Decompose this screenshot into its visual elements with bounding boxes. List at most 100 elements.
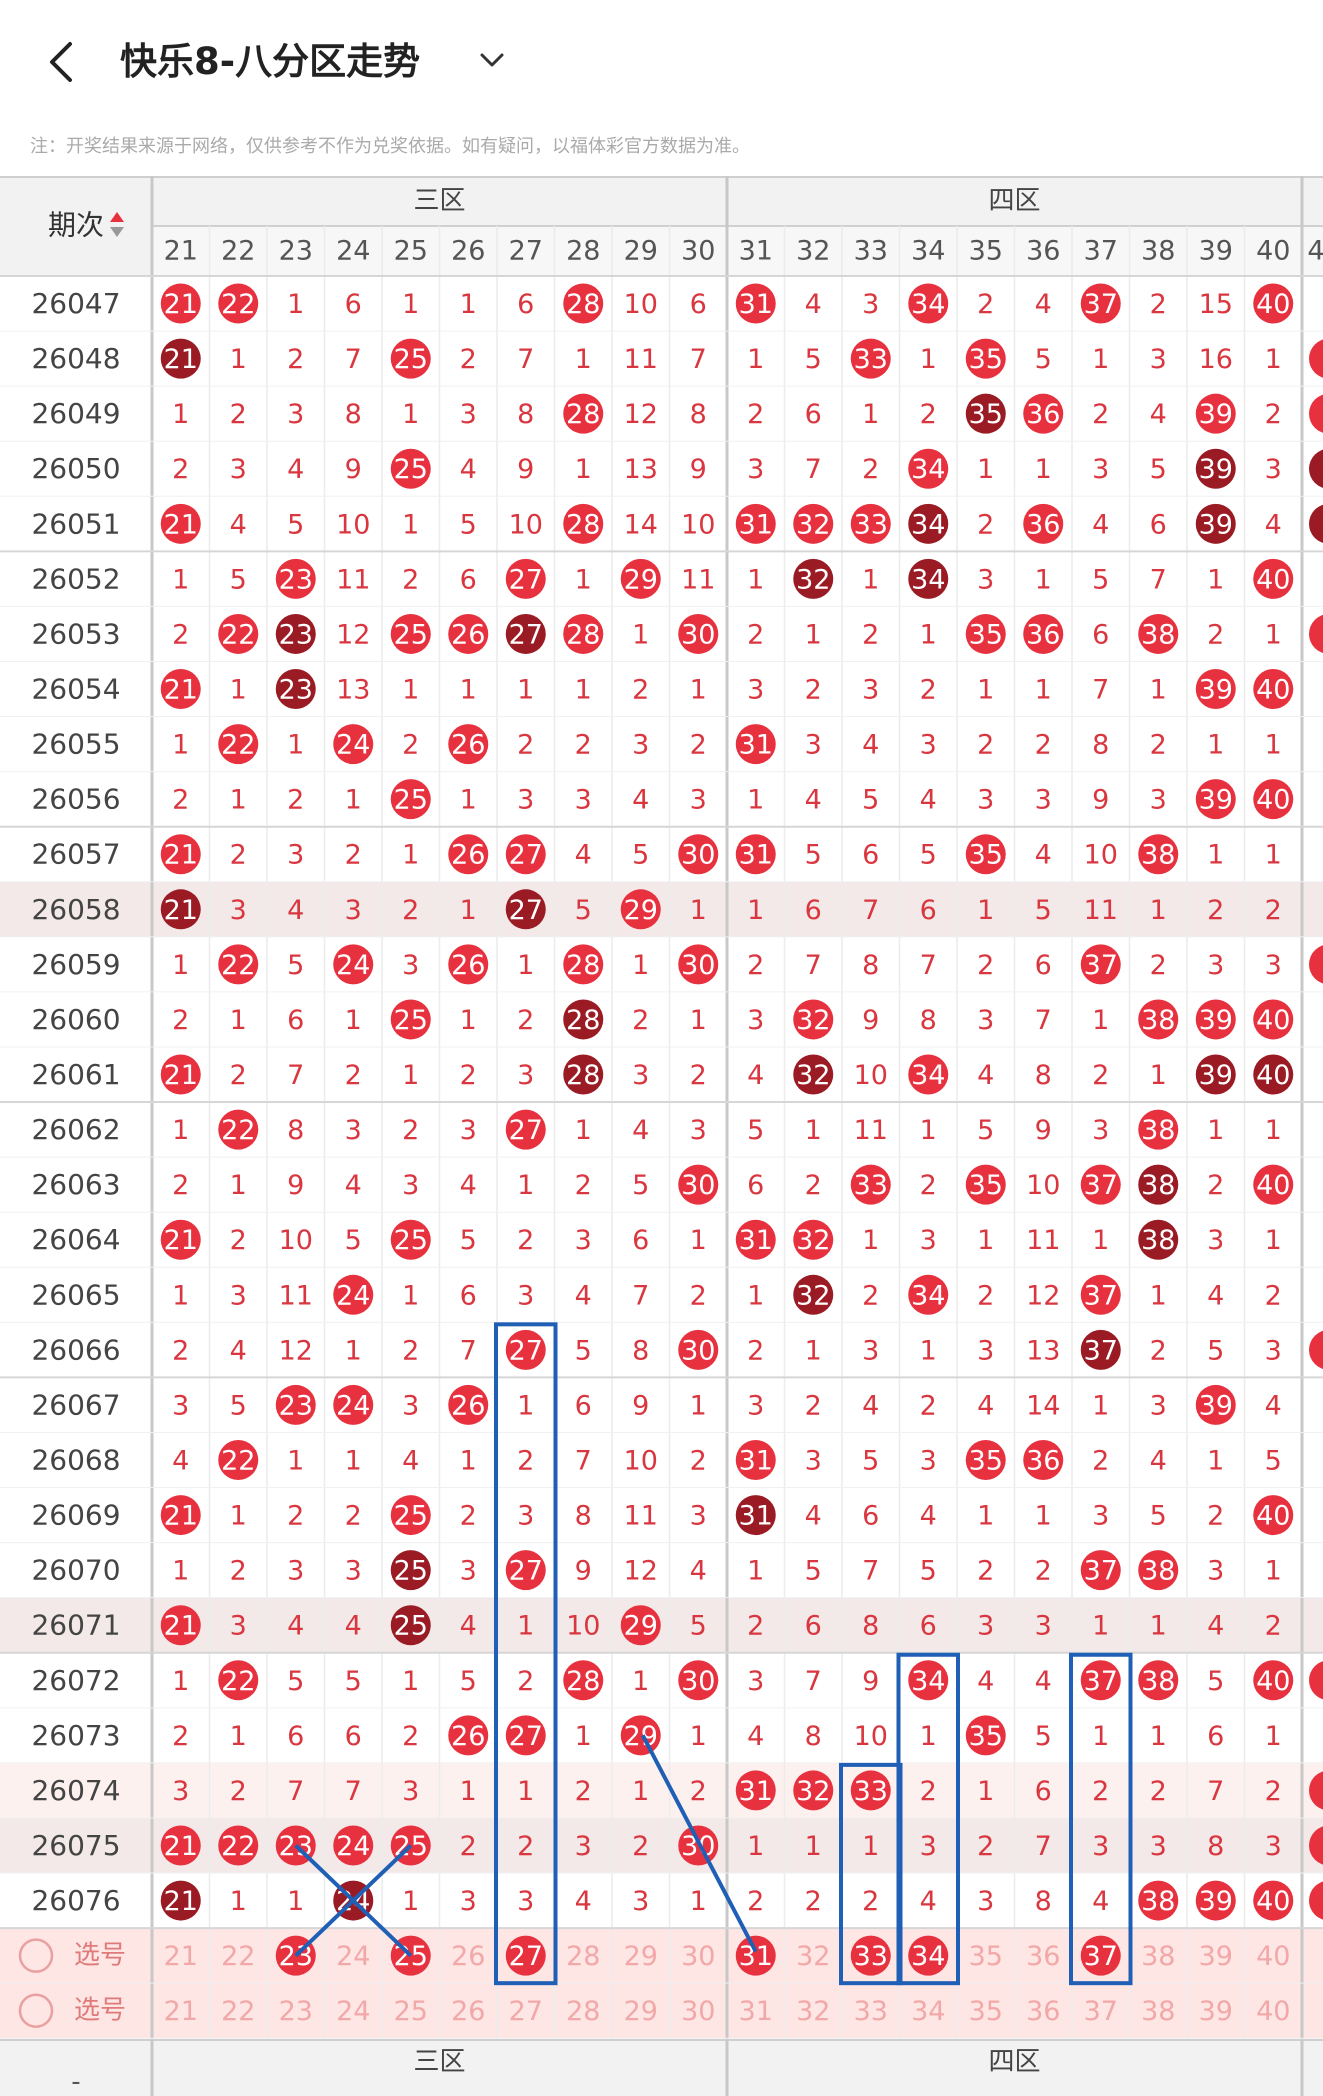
select-number[interactable]: 24 — [336, 1941, 370, 1972]
select-number[interactable]: 32 — [796, 1996, 830, 2027]
select-number[interactable]: 26 — [451, 1996, 485, 2027]
select-number[interactable]: 38 — [1141, 1996, 1175, 2027]
select-number[interactable]: 28 — [566, 1996, 600, 2027]
chevron-left-icon[interactable] — [42, 38, 82, 86]
select-number[interactable]: 25 — [394, 1996, 428, 2027]
picked-number[interactable]: 33 — [854, 1941, 888, 1972]
picked-ball[interactable] — [850, 1935, 891, 1976]
miss-count: 3 — [517, 785, 534, 816]
ball-number: 32 — [796, 1280, 830, 1311]
miss-count: 4 — [1207, 1280, 1224, 1311]
number-ball — [1195, 999, 1236, 1040]
picked-ball[interactable] — [908, 1935, 949, 1976]
select-number[interactable]: 32 — [796, 1941, 830, 1972]
sort-down-icon[interactable] — [110, 227, 124, 237]
miss-count: 3 — [977, 1005, 994, 1036]
select-number[interactable]: 27 — [509, 1996, 543, 2027]
ball-number: 39 — [1199, 399, 1233, 430]
miss-count: 1 — [747, 1280, 764, 1311]
miss-count: 6 — [460, 564, 477, 595]
select-number[interactable]: 28 — [566, 1941, 600, 1972]
select-number[interactable]: 30 — [681, 1996, 715, 2027]
column-header: 25 — [394, 236, 428, 267]
picked-ball[interactable] — [735, 1935, 776, 1976]
miss-count: 5 — [690, 1611, 707, 1642]
period-cell: 26063 — [31, 1168, 120, 1201]
ball-number: 34 — [911, 1060, 945, 1091]
miss-count: 1 — [920, 344, 937, 375]
select-number[interactable]: 39 — [1199, 1996, 1233, 2027]
select-number[interactable]: 39 — [1199, 1941, 1233, 1972]
miss-count: 3 — [575, 785, 592, 816]
ball-number: 21 — [164, 1831, 198, 1862]
select-number[interactable]: 22 — [221, 1941, 255, 1972]
miss-count: 3 — [345, 1115, 362, 1146]
picked-number[interactable]: 34 — [911, 1941, 945, 1972]
miss-count: 4 — [1035, 1666, 1052, 1697]
table-row-bg — [0, 991, 1323, 1047]
select-number[interactable]: 36 — [1026, 1941, 1060, 1972]
select-number[interactable]: 30 — [681, 1941, 715, 1972]
select-number[interactable]: 37 — [1084, 1996, 1118, 2027]
number-ball — [563, 393, 604, 434]
picked-number[interactable]: 27 — [509, 1941, 543, 1972]
select-radio[interactable] — [18, 1993, 54, 2028]
select-number[interactable]: 40 — [1256, 1996, 1290, 2027]
miss-count: 1 — [690, 1225, 707, 1256]
select-number[interactable]: 24 — [336, 1996, 370, 2027]
select-number[interactable]: 21 — [164, 1996, 198, 2027]
select-number[interactable]: 26 — [451, 1941, 485, 1972]
chevron-down-icon[interactable] — [474, 42, 510, 78]
miss-count: 1 — [460, 1446, 477, 1477]
miss-count: 1 — [805, 1115, 822, 1146]
select-number[interactable]: 35 — [969, 1941, 1003, 1972]
select-number[interactable]: 36 — [1026, 1996, 1060, 2027]
miss-count: 1 — [690, 675, 707, 706]
picked-number[interactable]: 31 — [739, 1941, 773, 1972]
miss-count: 4 — [287, 1611, 304, 1642]
miss-count: 3 — [920, 1446, 937, 1477]
miss-count: 1 — [460, 895, 477, 926]
period-cell: 26067 — [31, 1388, 120, 1421]
select-number[interactable]: 40 — [1256, 1941, 1290, 1972]
select-number[interactable]: 29 — [624, 1941, 658, 1972]
miss-count: 7 — [862, 1556, 879, 1587]
miss-count: 2 — [747, 399, 764, 430]
miss-count: 2 — [1265, 399, 1282, 430]
select-number[interactable]: 29 — [624, 1996, 658, 2027]
select-row-label[interactable]: 选号 — [74, 1941, 126, 1971]
select-number[interactable]: 35 — [969, 1996, 1003, 2027]
select-number[interactable]: 34 — [911, 1996, 945, 2027]
footer-dash: - — [71, 2067, 80, 2096]
select-number[interactable]: 21 — [164, 1941, 198, 1972]
number-ball — [390, 999, 431, 1040]
table-row-bg — [0, 1046, 1323, 1103]
picked-ball[interactable] — [505, 1935, 546, 1976]
picked-ball[interactable] — [1080, 1935, 1121, 1976]
ball-number: 34 — [911, 289, 945, 320]
ball-number: 32 — [796, 564, 830, 595]
miss-count: 13 — [624, 454, 658, 485]
picked-number[interactable]: 37 — [1084, 1941, 1118, 1972]
edge-ball-cut — [1309, 1881, 1323, 1920]
miss-count: 6 — [805, 399, 822, 430]
miss-count: 2 — [345, 840, 362, 871]
select-radio[interactable] — [18, 1938, 54, 1973]
miss-count: 2 — [402, 1335, 419, 1366]
ball-number: 38 — [1141, 1556, 1175, 1587]
select-number[interactable]: 22 — [221, 1996, 255, 2027]
miss-count: 2 — [517, 730, 534, 761]
ball-number: 38 — [1141, 1225, 1175, 1256]
select-number[interactable]: 33 — [854, 1996, 888, 2027]
sort-up-icon[interactable] — [110, 212, 124, 222]
select-row-label[interactable]: 选号 — [74, 1996, 126, 2026]
miss-count: 3 — [1207, 1225, 1224, 1256]
period-header[interactable]: 期次 — [48, 209, 104, 242]
column-header: 38 — [1141, 236, 1175, 267]
miss-count: 1 — [1150, 895, 1167, 926]
select-number[interactable]: 38 — [1141, 1941, 1175, 1972]
ball-number: 38 — [1141, 1170, 1175, 1201]
select-number[interactable]: 31 — [739, 1996, 773, 2027]
select-number[interactable]: 23 — [279, 1996, 313, 2027]
miss-count: 3 — [1207, 1556, 1224, 1587]
